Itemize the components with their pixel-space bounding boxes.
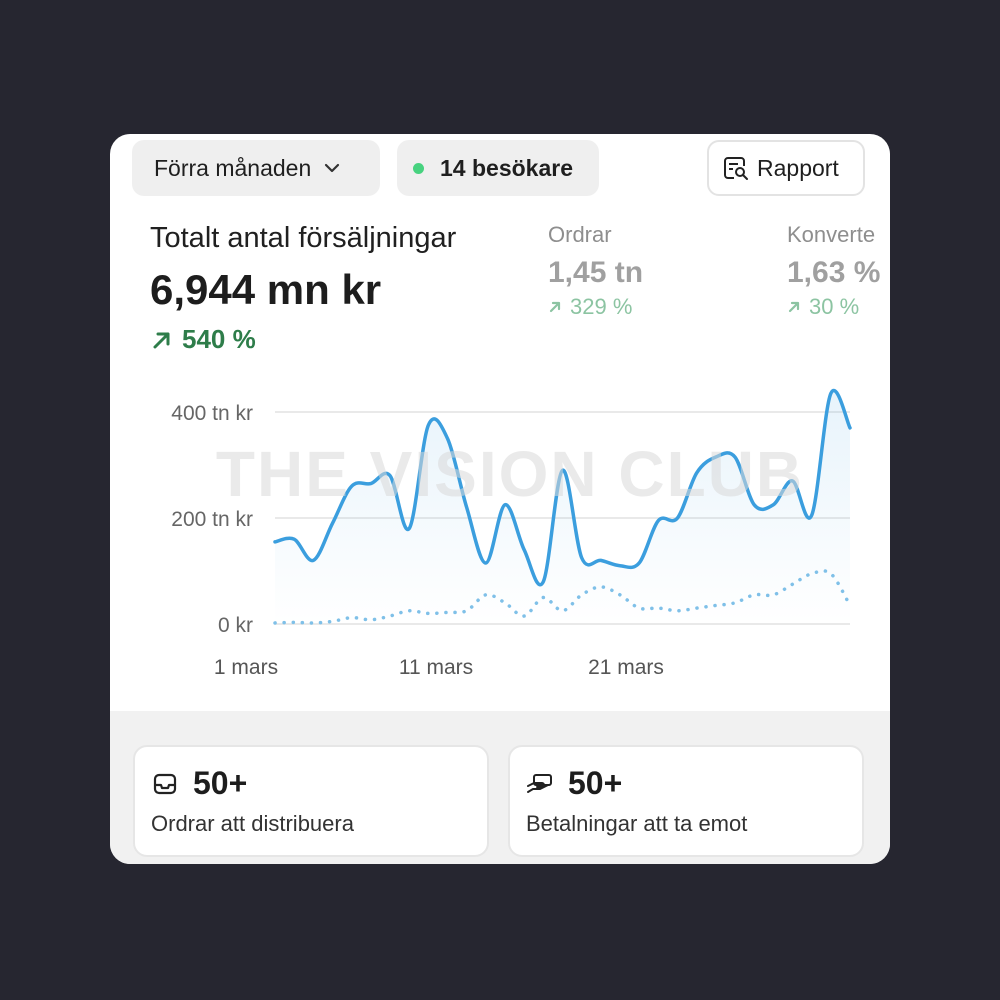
metric-conversion-value: 1,63 % xyxy=(787,256,881,289)
total-sales-change: 540 % xyxy=(150,324,256,355)
visitors-badge[interactable]: 14 besökare xyxy=(397,140,599,196)
watermark: THE VISION CLUB xyxy=(216,438,804,510)
report-button[interactable]: Rapport xyxy=(707,140,865,196)
payments-to-receive-label: Betalningar att ta emot xyxy=(526,811,748,836)
sales-line-chart: 400 tn kr 200 tn kr 0 kr 1 mars 11 mars 21 ma… xyxy=(171,388,852,679)
orders-to-fulfill-label: Ordrar att distribuera xyxy=(151,811,354,836)
metric-orders-change: 329 % xyxy=(548,294,643,320)
report-search-icon xyxy=(723,155,749,181)
metric-conversion-change: 30 % xyxy=(787,294,880,320)
report-label: Rapport xyxy=(757,154,839,181)
metric-orders[interactable]: Ordrar 1,45 tn 329 % xyxy=(548,222,643,320)
total-sales-title: Totalt antal försäljningar xyxy=(150,222,457,254)
y-tick-label: 200 tn kr xyxy=(171,508,253,531)
y-tick-label: 0 kr xyxy=(218,614,253,637)
series-area-fill xyxy=(275,390,850,624)
period-label: Förra månaden xyxy=(154,154,312,181)
payments-to-receive-count: 50+ xyxy=(568,765,623,801)
metric-conversion-change-value: 30 % xyxy=(809,294,860,319)
chevron-down-icon xyxy=(321,157,343,179)
orders-to-fulfill-count: 50+ xyxy=(193,765,248,801)
total-sales-change-value: 540 % xyxy=(182,324,256,354)
metric-conversion[interactable]: Konverte 1,63 % 30 % xyxy=(787,222,880,320)
metric-conversion-label: Konverte xyxy=(787,222,876,247)
orders-to-fulfill-tile[interactable]: 50+ Ordrar att distribuera xyxy=(133,745,489,857)
visitors-label: 14 besökare xyxy=(440,154,573,181)
inbox-icon xyxy=(151,770,179,798)
x-tick-label: 1 mars xyxy=(214,656,278,679)
bottom-tiles-area: 50+ Ordrar att distribuera 50+ Betalning… xyxy=(110,711,890,864)
arrow-up-right-icon xyxy=(549,301,561,313)
series-line-current xyxy=(273,388,852,587)
x-tick-label: 21 mars xyxy=(588,656,664,679)
metric-orders-change-value: 329 % xyxy=(570,294,633,319)
payment-hand-icon xyxy=(526,770,554,798)
payments-to-receive-tile[interactable]: 50+ Betalningar att ta emot xyxy=(508,745,864,857)
period-dropdown[interactable]: Förra månaden xyxy=(132,140,380,196)
y-tick-label: 400 tn kr xyxy=(171,402,253,425)
arrow-up-right-icon xyxy=(153,332,170,348)
arrow-up-right-icon xyxy=(788,301,800,313)
x-tick-label: 11 mars xyxy=(399,656,473,679)
total-sales-value: 6,944 mn kr xyxy=(150,266,382,313)
metric-orders-label: Ordrar xyxy=(548,222,612,247)
metric-orders-value: 1,45 tn xyxy=(548,256,644,289)
sales-card: Förra månaden 14 besökare Rapport Totalt… xyxy=(110,134,890,864)
online-status-dot xyxy=(413,162,424,174)
